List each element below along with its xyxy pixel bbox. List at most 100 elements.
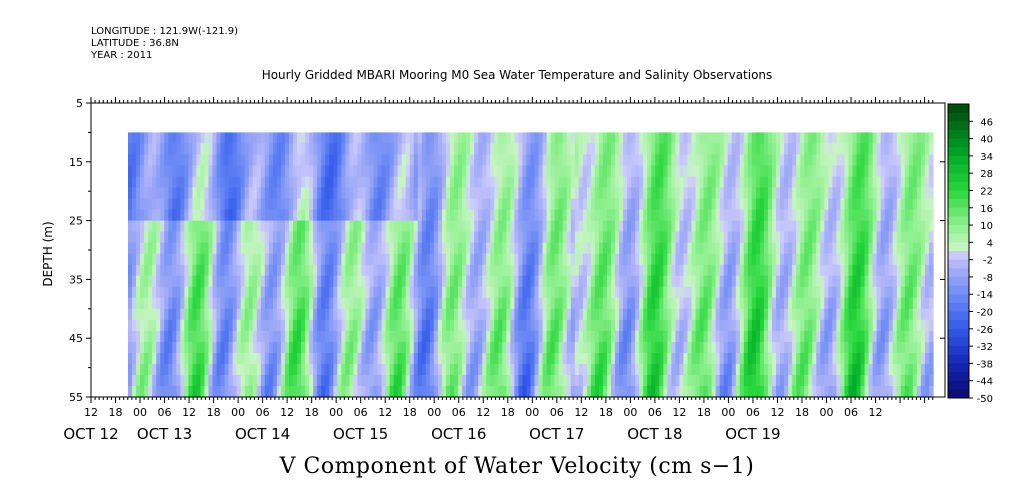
heatmap-cell: [401, 187, 407, 200]
heatmap-cell: [478, 209, 483, 222]
heatmap-cell: [550, 352, 556, 365]
heatmap-cell: [530, 319, 536, 332]
heatmap-cell: [506, 176, 511, 189]
heatmap-cell: [578, 242, 584, 255]
heatmap-cell: [337, 363, 342, 376]
heatmap-cell: [542, 363, 548, 376]
heatmap-cell: [707, 275, 713, 288]
heatmap-cell: [369, 132, 375, 145]
heatmap-cell: [293, 363, 298, 376]
heatmap-cell: [695, 352, 701, 365]
heatmap-cell: [353, 231, 359, 244]
heatmap-cell: [611, 220, 616, 233]
heatmap-cell: [313, 242, 318, 255]
heatmap-cell: [220, 385, 226, 398]
heatmap-cell: [393, 143, 399, 156]
heatmap-cell: [140, 352, 145, 365]
heatmap-cell: [924, 341, 930, 354]
heatmap-cell: [707, 385, 713, 398]
heatmap-cell: [840, 341, 846, 354]
heatmap-cell: [780, 341, 785, 354]
heatmap-cell: [743, 286, 749, 299]
heatmap-cell: [236, 374, 242, 387]
heatmap-cell: [924, 220, 930, 233]
heatmap-cell: [876, 220, 882, 233]
heatmap-cell: [132, 319, 137, 332]
heatmap-cell: [482, 286, 487, 299]
heatmap-cell: [357, 264, 363, 277]
heatmap-cell: [128, 231, 133, 244]
heatmap-cell: [526, 341, 532, 354]
heatmap-cell: [260, 264, 266, 277]
heatmap-cell: [631, 308, 636, 321]
heatmap-cell: [345, 374, 350, 387]
heatmap-cell: [313, 209, 318, 222]
heatmap-cell: [268, 198, 274, 211]
heatmap-cell: [816, 220, 821, 233]
heatmap-cell: [216, 363, 222, 376]
heatmap-cell: [836, 209, 842, 222]
heatmap-cell: [578, 176, 584, 189]
heatmap-cell: [377, 198, 383, 211]
heatmap-cell: [808, 385, 813, 398]
heatmap-cell: [844, 330, 850, 343]
heatmap-cell: [373, 286, 379, 299]
heatmap-cell: [699, 165, 705, 178]
heatmap-cell: [345, 363, 350, 376]
heatmap-cell: [373, 319, 379, 332]
heatmap-cell: [639, 220, 644, 233]
heatmap-cell: [397, 374, 403, 387]
heatmap-cell: [796, 143, 801, 156]
heatmap-cell: [868, 286, 874, 299]
heatmap-cell: [393, 231, 399, 244]
heatmap-cell: [224, 275, 230, 288]
heatmap-cell: [832, 165, 838, 178]
heatmap-cell: [188, 187, 194, 200]
heatmap-cell: [172, 209, 177, 222]
heatmap-cell: [723, 286, 729, 299]
heatmap-cell: [506, 319, 511, 332]
heatmap-cell: [164, 187, 169, 200]
heatmap-cell: [337, 330, 342, 343]
heatmap-cell: [284, 297, 290, 310]
heatmap-cell: [337, 374, 342, 387]
heatmap-cell: [796, 330, 801, 343]
heatmap-cell: [337, 143, 342, 156]
heatmap-cell: [687, 154, 693, 167]
heatmap-cell: [900, 209, 906, 222]
heatmap-cell: [232, 374, 238, 387]
heatmap-cell: [188, 297, 194, 310]
heatmap-cell: [808, 275, 813, 288]
heatmap-cell: [623, 308, 628, 321]
heatmap-cell: [357, 286, 363, 299]
heatmap-cell: [780, 198, 785, 211]
heatmap-cell: [892, 187, 898, 200]
heatmap-cell: [719, 187, 725, 200]
heatmap-cell: [566, 187, 572, 200]
heatmap-cell: [280, 198, 286, 211]
heatmap-cell: [458, 209, 463, 222]
heatmap-cell: [590, 374, 596, 387]
heatmap-cell: [289, 297, 294, 310]
heatmap-cell: [325, 187, 330, 200]
heatmap-cell: [409, 363, 415, 376]
heatmap-cell: [619, 352, 624, 365]
heatmap-cell: [421, 165, 427, 178]
heatmap-cell: [582, 286, 588, 299]
heatmap-cell: [268, 176, 274, 189]
heatmap-cell: [405, 385, 411, 398]
heatmap-cell: [594, 143, 600, 156]
heatmap-cell: [924, 154, 930, 167]
heatmap-cell: [256, 297, 262, 310]
heatmap-cell: [598, 330, 604, 343]
heatmap-cell: [409, 154, 415, 167]
heatmap-cell: [703, 231, 709, 244]
heatmap-cell: [602, 330, 608, 343]
heatmap-cell: [578, 286, 584, 299]
heatmap-cell: [820, 187, 825, 200]
heatmap-cell: [309, 286, 314, 299]
heatmap-cell: [635, 176, 640, 189]
heatmap-cell: [892, 253, 898, 266]
heatmap-cell: [244, 209, 250, 222]
heatmap-cell: [812, 132, 817, 145]
